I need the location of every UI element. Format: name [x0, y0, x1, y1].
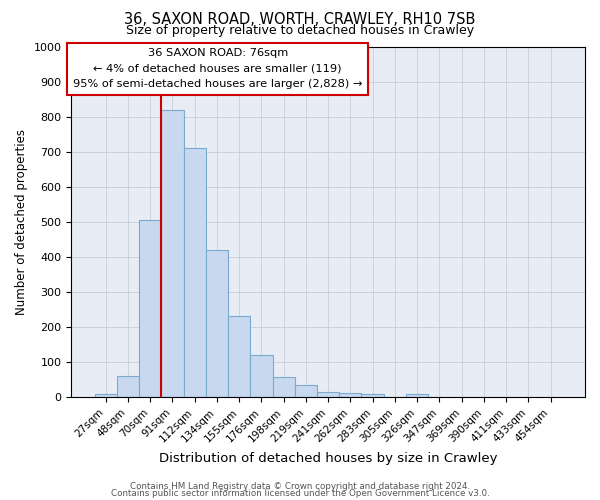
Text: 36, SAXON ROAD, WORTH, CRAWLEY, RH10 7SB: 36, SAXON ROAD, WORTH, CRAWLEY, RH10 7SB [124, 12, 476, 28]
Bar [161, 110, 184, 397]
Bar [139, 220, 161, 397]
Text: Contains public sector information licensed under the Open Government Licence v3: Contains public sector information licen… [110, 490, 490, 498]
Bar [117, 376, 139, 397]
Bar [250, 355, 272, 397]
Bar [406, 394, 428, 397]
Bar [206, 250, 228, 397]
Bar [95, 394, 117, 397]
Bar [317, 392, 339, 397]
X-axis label: Distribution of detached houses by size in Crawley: Distribution of detached houses by size … [159, 452, 497, 465]
Y-axis label: Number of detached properties: Number of detached properties [15, 129, 28, 315]
Text: Size of property relative to detached houses in Crawley: Size of property relative to detached ho… [126, 24, 474, 37]
Bar [184, 148, 206, 397]
Bar [272, 377, 295, 397]
Bar [339, 393, 361, 397]
Bar [295, 385, 317, 397]
Bar [228, 316, 250, 397]
Text: 36 SAXON ROAD: 76sqm
← 4% of detached houses are smaller (119)
95% of semi-detac: 36 SAXON ROAD: 76sqm ← 4% of detached ho… [73, 48, 362, 90]
Bar [361, 394, 384, 397]
Text: Contains HM Land Registry data © Crown copyright and database right 2024.: Contains HM Land Registry data © Crown c… [130, 482, 470, 491]
